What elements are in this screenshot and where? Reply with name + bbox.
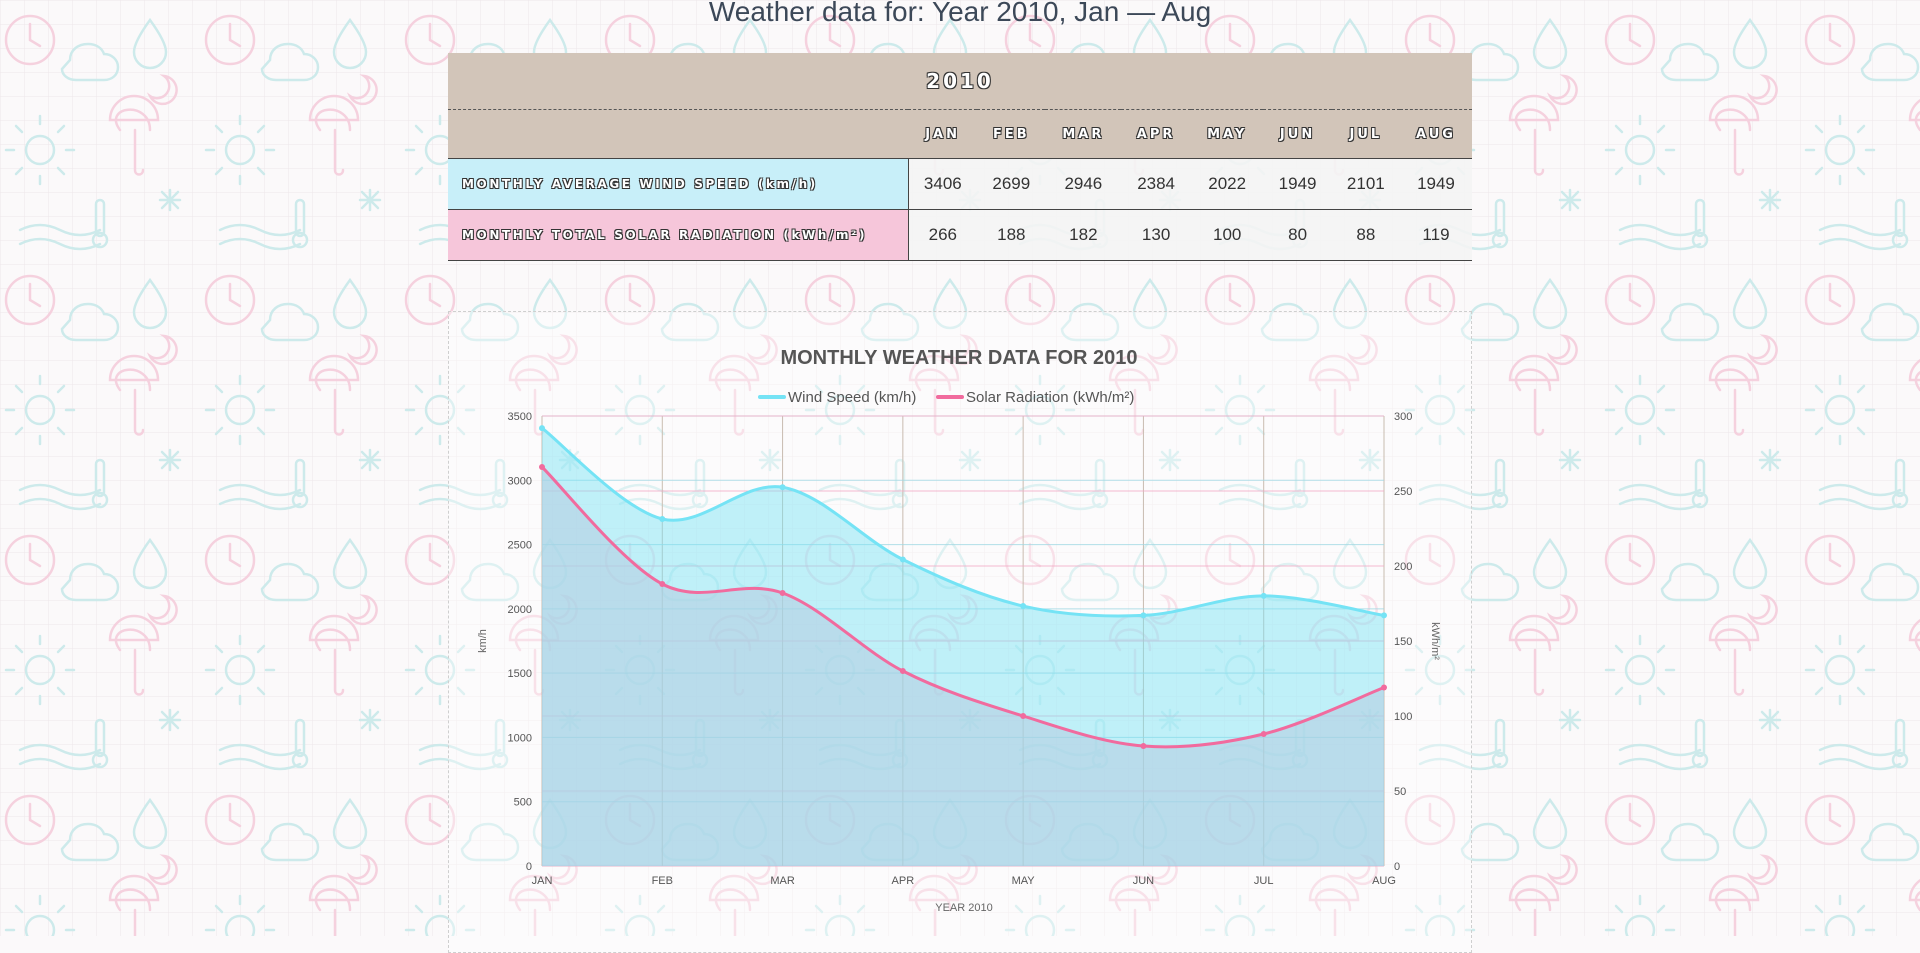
wind-cell-feb: 2699 xyxy=(977,158,1046,210)
wind-series-line xyxy=(541,426,1385,618)
y2-tick-label: 150 xyxy=(1394,636,1412,648)
wind-data-point[interactable] xyxy=(1260,592,1267,599)
chart-title: MONTHLY WEATHER DATA FOR 2010 xyxy=(780,347,1137,369)
y-axis-title: km/h xyxy=(477,629,489,653)
wind-cell-apr: 2384 xyxy=(1121,158,1191,210)
solar-cell-may: 100 xyxy=(1190,209,1264,261)
solar-cell-mar: 182 xyxy=(1045,209,1122,261)
x-tick-label: JUL xyxy=(1254,875,1274,887)
y-tick-label: 2000 xyxy=(508,604,532,616)
table-row-solar-radiation: MONTHLY TOTAL SOLAR RADIATION (kWh/m²) 2… xyxy=(448,209,1472,261)
wind-cell-jul: 2101 xyxy=(1331,158,1400,210)
wind-data-point[interactable] xyxy=(1140,612,1147,619)
wind-cell-aug: 1949 xyxy=(1399,158,1472,210)
wind-cell-jan: 3406 xyxy=(908,158,978,210)
y-tick-label: 1000 xyxy=(508,732,532,744)
solar-series-area xyxy=(542,467,1384,866)
solar-cell-jan: 266 xyxy=(908,209,978,261)
month-header-feb: FEB xyxy=(977,109,1046,159)
table-month-header-row: JAN FEB MAR APR MAY JUN JUL AUG xyxy=(448,109,1472,159)
weather-chart: MONTHLY WEATHER DATA FOR 2010 Wind Speed… xyxy=(477,347,1441,914)
legend-label: Wind Speed (km/h) xyxy=(788,389,916,406)
y2-tick-label: 200 xyxy=(1394,561,1412,573)
solar-data-point[interactable] xyxy=(779,590,786,596)
month-header-jan: JAN xyxy=(908,109,978,159)
month-header-may: MAY xyxy=(1190,109,1264,159)
y2-axis-title: kWh/m² xyxy=(1429,622,1441,660)
legend-item[interactable]: Solar Radiation (kWh/m²) xyxy=(936,389,1134,406)
chart-series xyxy=(539,425,1387,866)
wind-data-point[interactable] xyxy=(779,484,786,491)
y2-tick-label: 0 xyxy=(1394,861,1400,873)
chart-axes: JAN FEB MAR APR MAY JUN JUL AUG0500100015002000… xyxy=(508,411,1413,887)
x-tick-label: JUN xyxy=(1133,875,1154,887)
legend-item[interactable]: Wind Speed (km/h) xyxy=(758,389,916,406)
wind-data-point[interactable] xyxy=(1381,612,1387,619)
y2-tick-label: 250 xyxy=(1394,486,1412,498)
y-tick-label: 3500 xyxy=(508,411,532,423)
y-tick-label: 3000 xyxy=(508,475,532,487)
wind-cell-jun: 1949 xyxy=(1263,158,1332,210)
y-tick-label: 500 xyxy=(514,797,532,809)
solar-data-point[interactable] xyxy=(1140,743,1147,749)
wind-cell-mar: 2946 xyxy=(1045,158,1122,210)
y-tick-label: 0 xyxy=(526,861,532,873)
solar-data-point[interactable] xyxy=(659,581,666,587)
solar-data-point[interactable] xyxy=(1381,684,1387,691)
solar-cell-jun: 80 xyxy=(1263,209,1332,261)
solar-data-point[interactable] xyxy=(1260,731,1267,737)
wind-cell-may: 2022 xyxy=(1190,158,1264,210)
month-header-jul: JUL xyxy=(1331,109,1400,159)
table-year-header: 2010 xyxy=(448,53,1472,110)
x-tick-label: JAN xyxy=(532,875,553,887)
solar-cell-aug: 119 xyxy=(1399,209,1472,261)
month-header-jun: JUN xyxy=(1263,109,1332,159)
y2-tick-label: 50 xyxy=(1394,786,1406,798)
row-label-wind-speed: MONTHLY AVERAGE WIND SPEED (km/h) xyxy=(448,158,909,210)
y2-tick-label: 300 xyxy=(1394,411,1412,423)
y-tick-label: 2500 xyxy=(508,540,532,552)
weather-data-table: 2010 JAN FEB MAR APR MAY JUN JUL AUG MON… xyxy=(448,53,1472,261)
y2-tick-label: 100 xyxy=(1394,711,1412,723)
x-tick-label: MAY xyxy=(1012,875,1036,887)
row-label-solar-radiation: MONTHLY TOTAL SOLAR RADIATION (kWh/m²) xyxy=(448,209,909,261)
solar-cell-jul: 88 xyxy=(1331,209,1400,261)
month-header-apr: APR xyxy=(1121,109,1191,159)
wind-data-point[interactable] xyxy=(539,425,545,432)
x-axis-title: YEAR 2010 xyxy=(935,902,992,914)
x-tick-label: FEB xyxy=(652,875,673,887)
solar-data-point[interactable] xyxy=(899,668,906,674)
legend-label: Solar Radiation (kWh/m²) xyxy=(966,389,1134,406)
solar-data-point[interactable] xyxy=(539,464,545,470)
table-corner-cell xyxy=(448,109,908,159)
month-header-mar: MAR xyxy=(1045,109,1122,159)
x-tick-label: AUG xyxy=(1372,875,1396,887)
wind-data-point[interactable] xyxy=(899,556,906,563)
solar-cell-feb: 188 xyxy=(977,209,1046,261)
wind-data-point[interactable] xyxy=(1020,603,1027,610)
chart-legend: Wind Speed (km/h) Solar Radiation (kWh/m²… xyxy=(758,389,1134,406)
x-tick-label: MAR xyxy=(770,875,795,887)
table-row-wind-speed: MONTHLY AVERAGE WIND SPEED (km/h) 3406 2… xyxy=(448,158,1472,210)
x-tick-label: APR xyxy=(892,875,915,887)
solar-data-point[interactable] xyxy=(1020,713,1027,719)
page-title: Weather data for: Year 2010, Jan — Aug xyxy=(708,0,1212,27)
month-header-aug: AUG xyxy=(1399,109,1472,159)
wind-data-point[interactable] xyxy=(659,515,666,522)
y-tick-label: 1500 xyxy=(508,668,532,680)
solar-cell-apr: 130 xyxy=(1121,209,1191,261)
